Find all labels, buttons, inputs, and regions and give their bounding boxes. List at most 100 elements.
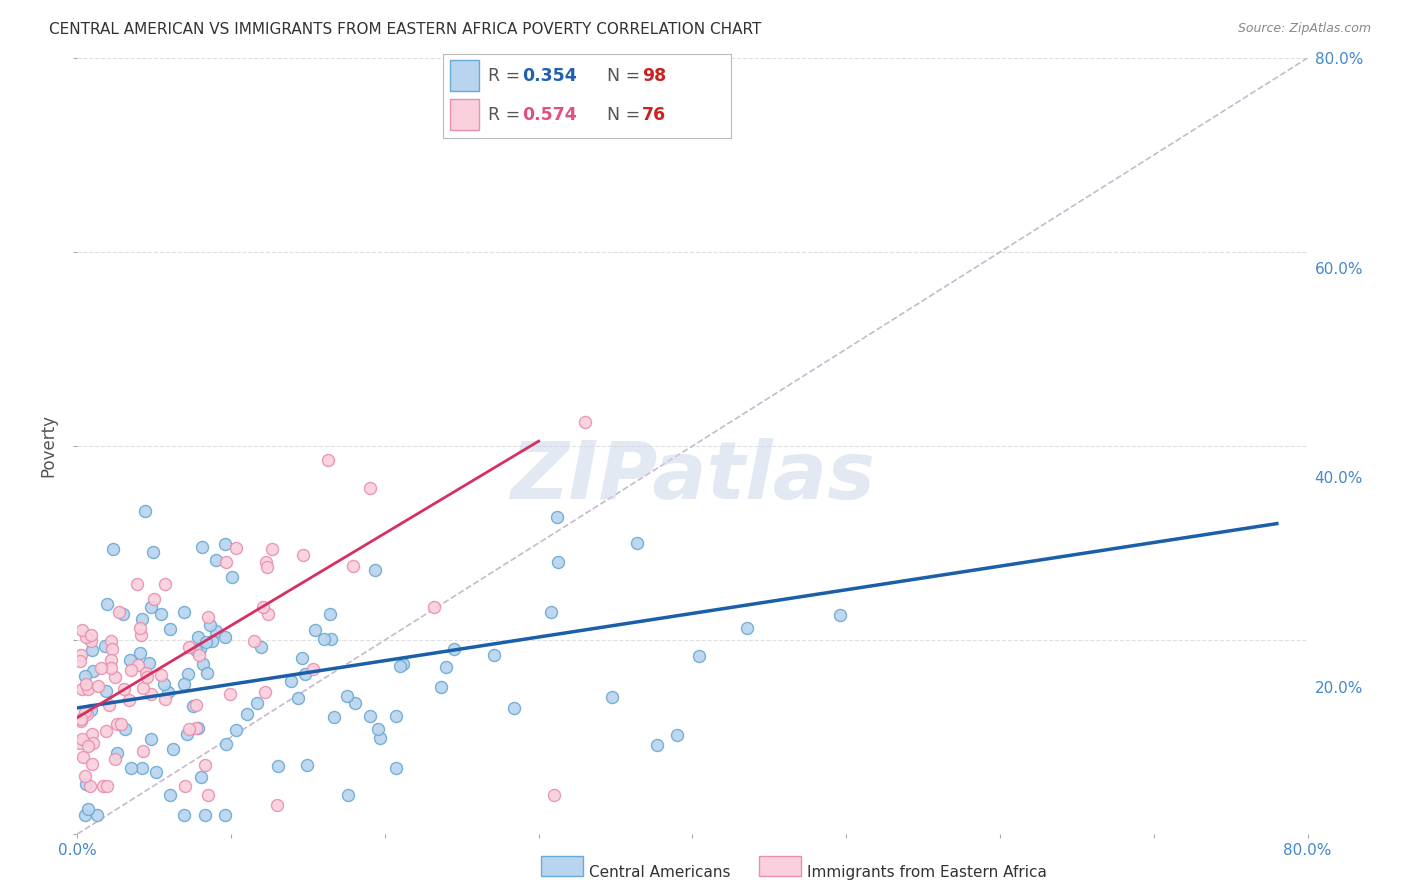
Point [266,797,288,812]
Point [101,642,124,657]
Point [830,608,852,623]
Point [225,723,247,738]
Point [219,687,242,701]
Point [176,727,198,741]
Point [94,683,117,698]
Point [110,717,132,731]
Point [128,646,150,660]
Point [177,640,200,654]
Point [256,560,278,574]
Point [79,779,101,793]
Point [114,722,136,736]
Point [73,669,96,683]
Point [139,599,162,614]
Point [287,690,309,705]
Point [76,682,98,697]
Point [323,710,346,724]
Point [70,714,93,728]
Point [647,739,669,753]
Text: Central Americans: Central Americans [589,865,731,880]
Point [70,712,93,726]
Point [104,670,127,684]
Point [187,722,209,736]
Point [221,570,243,584]
Point [155,692,177,706]
Point [132,744,155,758]
Point [193,657,215,671]
Point [177,666,200,681]
Point [547,556,569,570]
Text: R =: R = [488,105,526,123]
Point [162,741,184,756]
Point [225,541,247,556]
Point [384,709,406,723]
Point [76,706,98,721]
Point [118,693,141,707]
Point [385,761,408,775]
Point [97,698,120,712]
Point [145,765,167,780]
Point [80,726,103,740]
Point [246,696,269,710]
Point [295,758,318,772]
Point [75,777,97,791]
Point [236,706,259,721]
Point [173,807,195,822]
Point [73,769,96,783]
Point [214,536,236,550]
Point [77,739,100,754]
Point [319,607,342,622]
Point [70,648,93,663]
Point [254,555,277,569]
Point [197,789,219,803]
Point [292,548,315,562]
Point [105,746,128,760]
Point [75,630,97,644]
Point [188,641,211,656]
Point [70,732,93,747]
Point [72,749,94,764]
Point [186,643,208,657]
Point [131,761,153,775]
Point [434,660,457,674]
Point [181,699,204,714]
Point [190,770,212,784]
Point [359,481,381,495]
Point [626,536,648,550]
Point [342,558,364,573]
Text: 0.574: 0.574 [522,105,576,123]
Point [194,807,217,822]
Point [280,674,302,689]
Point [367,722,389,736]
Text: N =: N = [607,105,645,123]
Point [688,649,710,664]
Point [574,415,596,429]
Point [75,706,97,720]
Point [82,757,104,772]
Point [136,670,159,684]
Point [443,641,465,656]
Point [103,541,125,556]
Point [87,679,110,693]
Point [157,685,180,699]
Point [205,624,228,638]
Point [129,628,152,642]
Point [291,650,314,665]
Point [142,545,165,559]
Point [665,728,688,742]
Point [257,607,280,621]
Point [134,504,156,518]
Point [195,635,218,649]
Point [215,737,238,751]
Point [159,622,181,636]
Point [423,599,446,614]
Point [118,653,141,667]
Text: Immigrants from Eastern Africa: Immigrants from Eastern Africa [807,865,1047,880]
Point [187,630,209,644]
Point [252,599,274,614]
Point [543,789,565,803]
Point [200,618,222,632]
Point [388,659,411,673]
Point [94,639,117,653]
Text: ZIPatlas: ZIPatlas [510,438,875,516]
